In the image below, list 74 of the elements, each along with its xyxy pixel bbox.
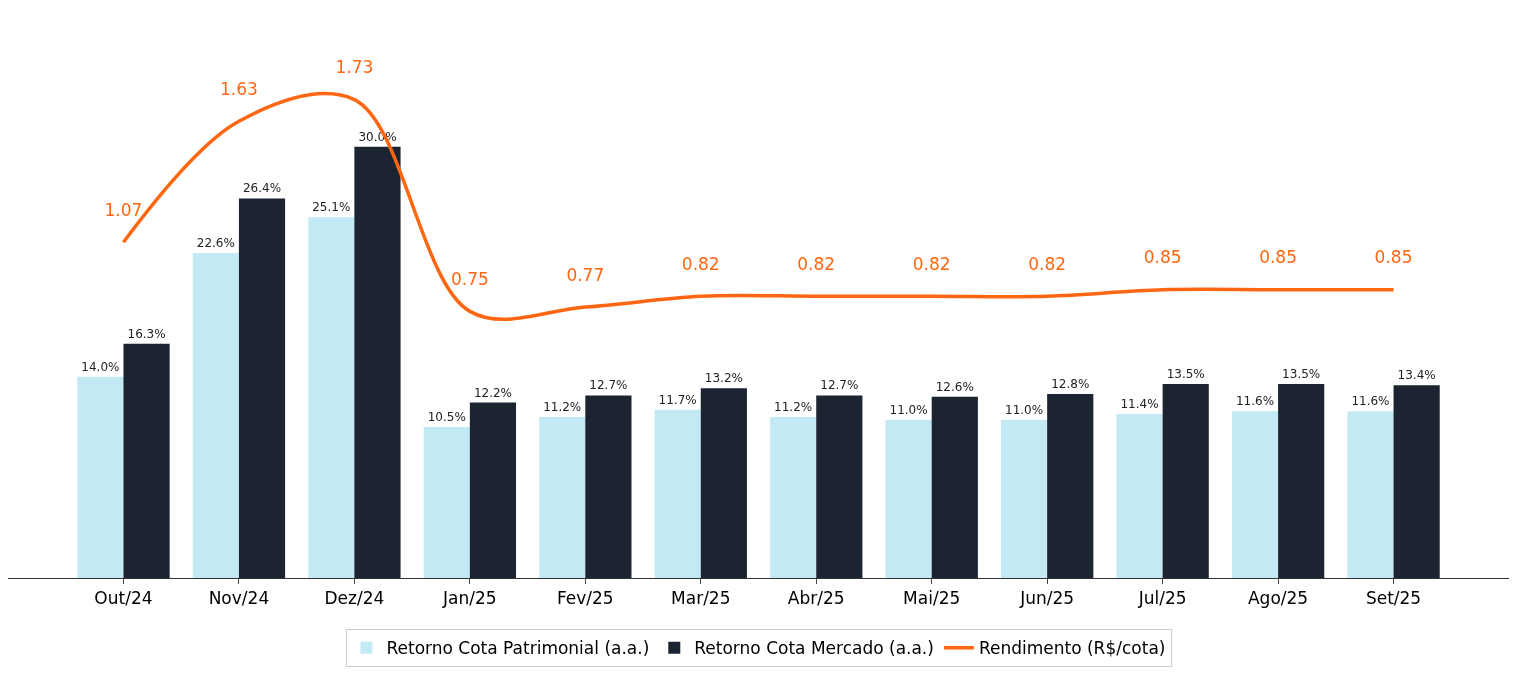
x-tick-label: Fev/25	[556, 588, 614, 609]
bar	[469, 402, 517, 578]
data-label: 0.82	[1028, 253, 1067, 274]
data-label: 14.0%	[81, 359, 120, 374]
bar	[423, 427, 470, 578]
bar	[77, 376, 124, 578]
bar	[585, 395, 632, 578]
data-label: 11.7%	[658, 392, 697, 407]
data-label: 1.73	[335, 57, 374, 78]
x-tick-label: Nov/24	[208, 588, 270, 609]
bar	[539, 416, 586, 578]
x-tick-label: Jul/25	[1137, 588, 1187, 609]
data-label: 1.63	[219, 78, 258, 99]
x-tick-label: Ago/25	[1247, 588, 1309, 609]
data-label: 16.3%	[127, 326, 166, 341]
legend-label: Retorno Cota Patrimonial (a.a.)	[386, 638, 650, 659]
bar	[654, 409, 701, 578]
bar	[1278, 383, 1325, 578]
data-label: 12.6%	[935, 379, 974, 394]
bar	[700, 388, 747, 578]
data-label: 12.7%	[589, 378, 628, 393]
data-label: 0.82	[681, 253, 720, 274]
data-label: 10.5%	[427, 410, 466, 425]
data-label: 13.5%	[1166, 366, 1205, 381]
data-label: 13.2%	[704, 371, 743, 386]
data-label: 12.7%	[820, 378, 859, 393]
legend-label: Retorno Cota Mercado (a.a.)	[694, 638, 934, 659]
x-tick-label: Set/25	[1365, 588, 1422, 609]
data-label: 0.85	[1259, 247, 1298, 268]
data-label: 11.6%	[1235, 394, 1275, 409]
data-label: 0.82	[912, 253, 951, 274]
bar	[1231, 411, 1279, 578]
legend-label: Rendimento (R$/cota)	[978, 638, 1166, 659]
bar	[1393, 385, 1440, 578]
data-label: 25.1%	[312, 200, 351, 215]
bar	[1347, 411, 1394, 578]
x-tick-label: Jun/25	[1019, 588, 1075, 609]
bar	[931, 396, 978, 578]
data-label: 13.4%	[1397, 368, 1436, 383]
x-tick-label: Mai/25	[903, 588, 961, 609]
bar	[1162, 383, 1209, 578]
data-label: 22.6%	[196, 236, 235, 251]
bar	[885, 419, 932, 578]
bar	[123, 343, 170, 578]
bar	[192, 253, 239, 578]
x-tick-label: Jan/25	[442, 588, 497, 609]
data-label: 11.6%	[1351, 394, 1390, 409]
x-tick-label: Dez/24	[324, 588, 385, 609]
bar	[1000, 419, 1048, 578]
data-label: 13.5%	[1282, 366, 1321, 381]
data-label: 12.8%	[1051, 376, 1090, 391]
data-label: 26.4%	[242, 181, 282, 196]
bar	[308, 217, 355, 578]
bar	[354, 146, 401, 578]
data-label: 0.85	[1143, 247, 1182, 268]
data-label: 1.07	[104, 199, 143, 220]
x-tick-label: Out/24	[94, 588, 153, 609]
x-tick-label: Abr/25	[787, 588, 845, 609]
data-label: 0.75	[450, 269, 489, 290]
bar	[770, 416, 817, 578]
data-label: 0.85	[1374, 247, 1413, 268]
data-label: 11.0%	[889, 402, 928, 417]
bar	[1116, 414, 1163, 578]
bar	[238, 198, 286, 578]
data-label: 11.2%	[543, 399, 582, 414]
bar	[1047, 393, 1094, 578]
data-label: 11.0%	[1005, 402, 1044, 417]
bar	[816, 395, 863, 578]
data-label: 11.4%	[1120, 397, 1159, 412]
data-label: 11.2%	[774, 399, 813, 414]
x-tick-label: Mar/25	[671, 588, 731, 609]
data-label: 0.82	[797, 253, 836, 274]
data-label: 12.2%	[473, 385, 512, 400]
data-label: 0.77	[566, 264, 605, 285]
